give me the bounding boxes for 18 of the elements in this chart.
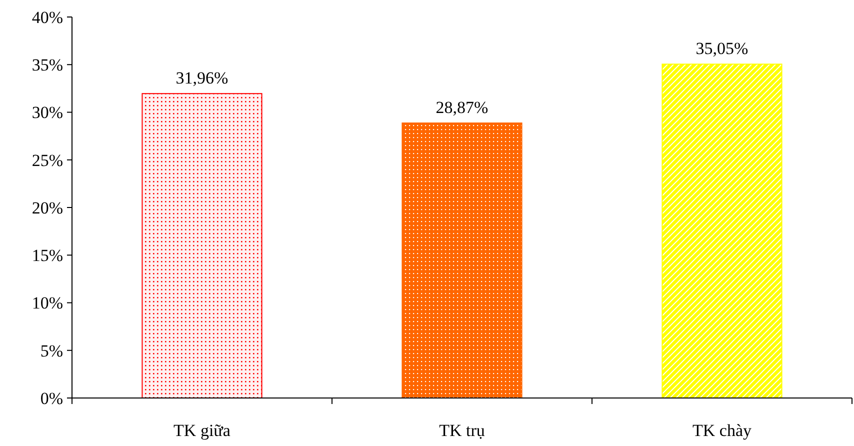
y-tick-label: 10%	[32, 294, 63, 313]
bar	[142, 93, 262, 398]
data-label: 35,05%	[696, 39, 748, 58]
bar	[402, 122, 522, 398]
x-tick-label: TK trụ	[439, 421, 486, 440]
data-label: 28,87%	[436, 98, 488, 118]
y-tick-label: 35%	[32, 56, 63, 75]
bar	[662, 64, 782, 398]
y-tick-label: 15%	[32, 246, 63, 266]
y-tick-label: 30%	[32, 103, 63, 122]
x-tick-label: TK giữa	[174, 421, 231, 440]
x-tick-label: TK chày	[692, 421, 752, 440]
data-label: 31,96%	[176, 68, 228, 88]
y-tick-label: 25%	[32, 150, 63, 170]
y-tick-label: 40%	[32, 8, 63, 27]
y-tick-label: 20%	[32, 198, 63, 218]
y-tick-label: 5%	[40, 341, 63, 360]
y-tick-label: 0%	[40, 388, 63, 408]
